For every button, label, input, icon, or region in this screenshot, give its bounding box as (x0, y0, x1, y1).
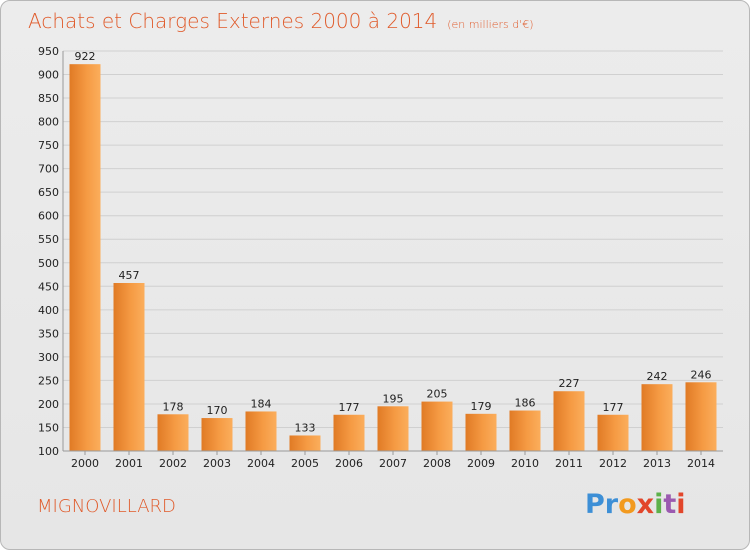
y-tick-label: 950 (38, 45, 59, 58)
x-tick-label: 2008 (423, 457, 451, 470)
x-tick-label: 2009 (467, 457, 495, 470)
bar-value-label: 922 (75, 50, 96, 63)
bar-2011 (553, 391, 585, 451)
y-tick-label: 500 (38, 257, 59, 270)
bar-value-label: 242 (647, 370, 668, 383)
x-tick-label: 2007 (379, 457, 407, 470)
bar-2008 (421, 401, 453, 451)
bar-value-label: 205 (427, 388, 448, 401)
bars: 922 457 178 170 184 133 177 195 205 179 186 227 177 2… (69, 50, 717, 452)
bar-2002 (157, 414, 189, 451)
y-tick-label: 200 (38, 398, 59, 411)
bar-value-label: 184 (251, 397, 272, 410)
x-tick-label: 2003 (203, 457, 231, 470)
x-axis: 2000 2001 2002 2003 2004 2005 2006 2007 2008 2009… (63, 450, 723, 470)
commune-name: MIGNOVILLARD (37, 496, 176, 517)
bar-value-label: 227 (559, 377, 580, 390)
y-axis: 100 150 200 250 300 350 400 450 500 550 600 650 700 7… (38, 45, 64, 458)
x-tick-label: 2004 (247, 457, 275, 470)
x-tick-label: 2005 (291, 457, 319, 470)
proxiti-logo[interactable]: Proxiti (585, 489, 686, 520)
x-tick-label: 2013 (643, 457, 671, 470)
x-tick-label: 2012 (599, 457, 627, 470)
y-tick-label: 550 (38, 233, 59, 246)
bar-value-label: 178 (163, 400, 184, 413)
bar-value-label: 179 (471, 400, 492, 413)
y-tick-label: 650 (38, 186, 59, 199)
y-tick-label: 600 (38, 210, 59, 223)
x-tick-label: 2000 (71, 457, 99, 470)
y-tick-label: 150 (38, 421, 59, 434)
y-tick-label: 700 (38, 163, 59, 176)
bar-value-label: 170 (207, 404, 228, 417)
bar-value-label: 195 (383, 392, 404, 405)
bar-2000 (69, 64, 101, 452)
x-tick-label: 2010 (511, 457, 539, 470)
bar-2005 (289, 435, 321, 451)
chart-title-text: Achats et Charges Externes 2000 à 2014 (28, 9, 438, 33)
y-tick-label: 250 (38, 374, 59, 387)
bar-2009 (465, 413, 497, 451)
bar-2007 (377, 406, 409, 451)
y-tick-label: 900 (38, 69, 59, 82)
y-tick-label: 400 (38, 304, 59, 317)
bar-2012 (597, 414, 629, 451)
bar-2010 (509, 410, 541, 451)
y-tick-label: 300 (38, 351, 59, 364)
chart-unit: (en milliers d'€) (447, 18, 534, 31)
y-tick-label: 350 (38, 327, 59, 340)
bar-value-label: 457 (119, 269, 140, 282)
bar-value-label: 246 (691, 368, 712, 381)
x-tick-label: 2011 (555, 457, 583, 470)
y-tick-label: 100 (38, 445, 59, 458)
bar-2013 (641, 384, 673, 451)
bar-2006 (333, 414, 365, 451)
x-tick-label: 2001 (115, 457, 143, 470)
y-tick-label: 800 (38, 116, 59, 129)
x-tick-label: 2002 (159, 457, 187, 470)
bar-value-label: 177 (339, 401, 360, 414)
bar-value-label: 186 (515, 397, 536, 410)
y-tick-label: 450 (38, 280, 59, 293)
y-tick-label: 850 (38, 92, 59, 105)
bar-2001 (113, 283, 145, 451)
grid-lines (63, 50, 723, 452)
chart-title: Achats et Charges Externes 2000 à 2014 (e… (28, 9, 534, 33)
bar-value-label: 133 (295, 421, 316, 434)
x-tick-label: 2006 (335, 457, 363, 470)
bar-2003 (201, 418, 233, 451)
bar-2004 (245, 411, 277, 451)
y-tick-label: 750 (38, 139, 59, 152)
bar-value-label: 177 (603, 401, 624, 414)
bar-2014 (685, 382, 717, 451)
x-tick-label: 2014 (687, 457, 715, 470)
